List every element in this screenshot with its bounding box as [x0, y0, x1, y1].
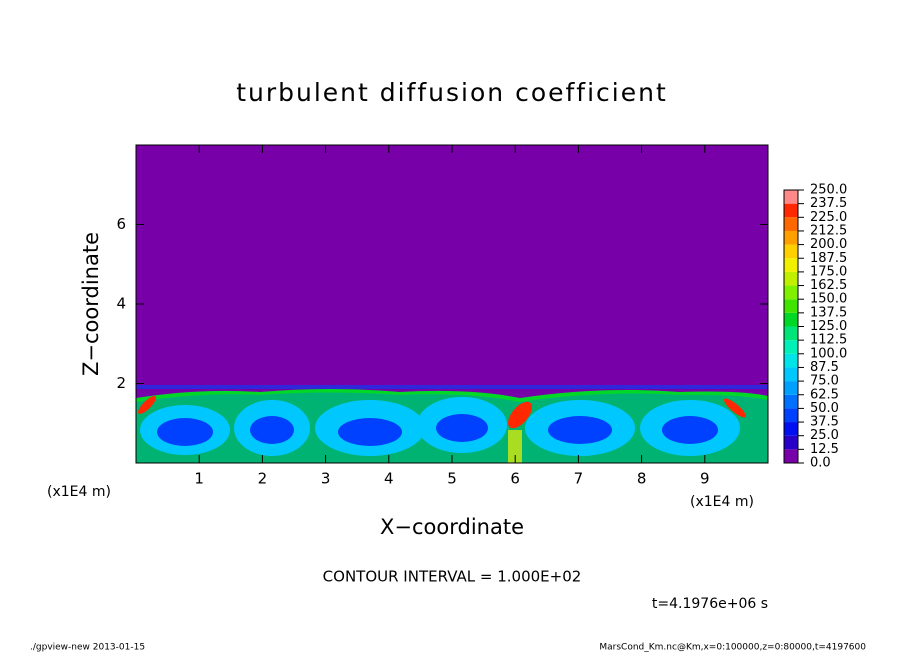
- colorbar-label: 175.0: [810, 264, 847, 279]
- colorbar-band: [784, 230, 798, 245]
- x-tick-label: 9: [700, 470, 710, 488]
- colorbar-label: 162.5: [810, 278, 847, 293]
- colorbar-band: [784, 449, 798, 463]
- colorbar-label: 125.0: [810, 319, 847, 334]
- x-tick-label: 8: [637, 470, 647, 488]
- footer: ./gpview-new 2013-01-15: [30, 643, 145, 653]
- x-tick-label: 2: [258, 470, 268, 488]
- colorbar-label: 87.5: [810, 360, 839, 375]
- x-unit-left: (x1E4 m): [47, 484, 111, 500]
- colorbar-band: [784, 381, 798, 395]
- colorbar-label: 100.0: [810, 346, 847, 361]
- annotation: CONTOUR INTERVAL = 1.000E+02: [323, 568, 582, 586]
- footer: MarsCond_Km.nc@Km,x=0:100000,z=0:80000,t…: [599, 643, 866, 653]
- colorbar-band: [784, 203, 798, 218]
- y-tick-label: 2: [116, 374, 126, 392]
- chart-title: turbulent diffusion coefficient: [236, 78, 668, 107]
- colorbar-band: [784, 258, 798, 272]
- colorbar-label: 250.0: [810, 183, 847, 198]
- colorbar-band: [784, 367, 798, 382]
- contour-field: [136, 145, 768, 463]
- colorbar-band: [784, 285, 798, 300]
- colorbar-label: 37.5: [810, 415, 839, 430]
- colorbar-label: 137.5: [810, 305, 847, 320]
- x-tick-label: 7: [574, 470, 584, 488]
- y-axis-label: Z−coordinate: [79, 232, 103, 376]
- x-tick-label: 3: [321, 470, 331, 488]
- colorbar-label: 62.5: [810, 387, 839, 402]
- colorbar-label: 150.0: [810, 292, 847, 307]
- x-tick-label: 5: [447, 470, 457, 488]
- annotation: t=4.1976e+06 s: [652, 596, 768, 612]
- colorbar-label: 25.0: [810, 428, 839, 443]
- colorbar-band: [784, 271, 798, 286]
- colorbar-label: 112.5: [810, 333, 847, 348]
- y-tick-label: 6: [116, 215, 126, 233]
- x-axis-label: X−coordinate: [380, 515, 524, 539]
- colorbar-band: [784, 217, 798, 231]
- colorbar-band: [784, 312, 798, 327]
- colorbar-band: [784, 244, 798, 259]
- colorbar-label: 75.0: [810, 374, 839, 389]
- colorbar-label: 187.5: [810, 251, 847, 266]
- colorbar-label: 225.0: [810, 210, 847, 225]
- colorbar-band: [784, 435, 798, 450]
- x-unit-right: (x1E4 m): [690, 494, 754, 510]
- colorbar-label: 200.0: [810, 237, 847, 252]
- colorbar-band: [784, 340, 798, 354]
- colorbar-label: 12.5: [810, 442, 839, 457]
- colorbar-band: [784, 408, 798, 423]
- y-tick-label: 4: [116, 295, 126, 313]
- colorbar-label: 237.5: [810, 196, 847, 211]
- colorbar-band: [784, 353, 798, 368]
- colorbar-label: 212.5: [810, 223, 847, 238]
- colorbar-band: [784, 326, 798, 341]
- x-tick-label: 4: [384, 470, 394, 488]
- colorbar-band: [784, 422, 798, 436]
- colorbar-band: [784, 394, 798, 409]
- x-tick-label: 1: [194, 470, 204, 488]
- colorbar-band: [784, 299, 798, 313]
- colorbar-label: 0.0: [810, 456, 831, 471]
- colorbar-band: [784, 190, 798, 204]
- x-tick-label: 6: [510, 470, 520, 488]
- colorbar-label: 50.0: [810, 401, 839, 416]
